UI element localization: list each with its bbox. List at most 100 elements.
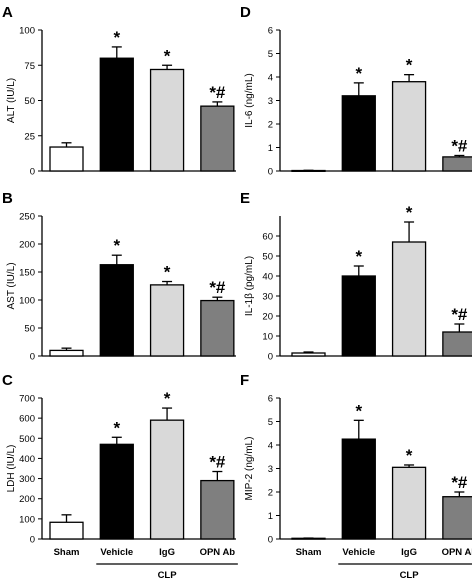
panel-d-ytick-label: 3 [268,96,273,107]
panel-d-ytick-label: 1 [268,143,273,154]
panel-f-significance-vehicle: * [355,401,362,420]
panel-b-significance-igg: * [164,263,171,282]
panel-d-ytick-label: 2 [268,120,273,131]
panel-c-ytick-label: 200 [19,494,35,505]
panel-e-letter: E [240,190,250,207]
panel-f-ytick-label: 1 [268,511,273,522]
panel-c-ytick-label: 700 [19,394,35,405]
panel-f-bar-sham [291,537,326,540]
panel-a-letter: A [2,4,13,21]
panel-b-significance-opn-ab: *# [209,278,226,297]
panel-f-bar-opn-ab [442,496,472,540]
panel-e-bar-vehicle [341,275,376,357]
panel-b-bar-opn-ab [200,299,235,357]
panel-c-ytick-label: 0 [30,535,35,546]
panel-e-ytick-label: 50 [262,252,273,263]
x-category-label: Vehicle [100,547,133,558]
x-category-label: Sham [296,547,322,558]
panel-d-ytick-label: 4 [268,73,273,84]
panel-c-ytick-label: 500 [19,434,35,445]
panel-c-ytick-label: 600 [19,414,35,425]
panel-d-y-label: IL-6 (ng/mL) [244,73,255,127]
x-category-label: OPN Ab [200,547,236,558]
panel-d-ytick-label: 6 [268,26,273,37]
panel-f-ytick-label: 6 [268,394,273,405]
x-category-label: OPN Ab [442,547,472,558]
panel-b-significance-vehicle: * [113,236,120,255]
panel-e-ytick-label: 0 [268,352,273,363]
panel-e-ytick-label: 40 [262,272,273,283]
panel-c-letter: C [2,372,13,389]
panel-e-ytick-label: 30 [262,292,273,303]
panel-e-ytick-label: 20 [262,312,273,323]
panel-c-significance-igg: * [164,389,171,408]
panel-f-ytick-label: 4 [268,441,273,452]
x-category-label: Vehicle [342,547,375,558]
panel-e-significance-vehicle: * [355,247,362,266]
clp-group-label: CLP [400,570,420,581]
panel-f-y-label: MIP-2 (ng/mL) [244,437,255,501]
panel-e-significance-igg: * [406,203,413,222]
panel-f-letter: F [240,372,249,389]
panel-c-ytick-label: 100 [19,514,35,525]
panel-a-significance-vehicle: * [113,28,120,47]
panel-a-ytick-label: 100 [19,26,35,37]
panel-d-significance-opn-ab: *# [451,136,468,155]
panel-c-ytick-label: 300 [19,474,35,485]
panel-b-bar-igg [149,284,185,357]
panel-b-ytick-label: 0 [30,352,35,363]
x-category-label: IgG [401,547,417,558]
panel-f-significance-opn-ab: *# [451,473,468,492]
panel-d-bar-igg [391,81,427,172]
panel-d-significance-igg: * [406,56,413,75]
x-category-label: Sham [54,547,80,558]
panel-b-ytick-label: 100 [19,296,35,307]
panel-d-bar-sham [291,169,326,172]
panel-a-ytick-label: 25 [24,131,35,142]
panel-a-ytick-label: 50 [24,96,35,107]
panel-c-y-label: LDH (IU/L) [6,445,17,493]
panel-f-bar-igg [391,466,427,540]
panel-e-significance-opn-ab: *# [451,305,468,324]
panel-f-ytick-label: 3 [268,464,273,475]
x-category-label: IgG [159,547,175,558]
panel-c-significance-opn-ab: *# [209,453,226,472]
panel-a-y-label: ALT (IU/L) [6,78,17,123]
panel-c-ytick-label: 400 [19,454,35,465]
panel-a-significance-igg: * [164,46,171,65]
panel-e-y-label: IL-1β (pg/mL) [244,256,255,316]
panel-a-bar-opn-ab [200,105,235,172]
panel-c-bar-igg [149,419,185,540]
panel-e-ytick-label: 10 [262,332,273,343]
panel-f-ytick-label: 2 [268,488,273,499]
panel-c-bar-sham [49,521,84,540]
panel-b-ytick-label: 50 [24,324,35,335]
panel-b-ytick-label: 250 [19,212,35,223]
panel-b-bar-vehicle [99,264,134,357]
panel-b-bar-sham [49,349,84,357]
panel-d-letter: D [240,4,251,21]
panel-d-significance-vehicle: * [355,64,362,83]
panel-e-bar-opn-ab [442,331,472,357]
panel-f-bar-vehicle [341,438,376,540]
panel-f-ytick-label: 0 [268,535,273,546]
clp-group-label: CLP [158,570,178,581]
panel-d-bar-opn-ab [442,156,472,172]
panel-a-bar-vehicle [99,57,134,172]
panel-a-ytick-label: 0 [30,167,35,178]
panel-c-bar-opn-ab [200,479,235,540]
panel-c-bar-vehicle [99,443,134,540]
panel-a-significance-opn-ab: *# [209,83,226,102]
panel-b-ytick-label: 150 [19,268,35,279]
panel-e-bar-igg [391,241,427,357]
panel-d-ytick-label: 0 [268,167,273,178]
panel-b-ytick-label: 200 [19,240,35,251]
panel-f-ytick-label: 5 [268,417,273,428]
panel-d-ytick-label: 5 [268,49,273,60]
panel-c-significance-vehicle: * [113,418,120,437]
panel-e-ytick-label: 60 [262,232,273,243]
panel-b-letter: B [2,190,13,207]
panel-f-significance-igg: * [406,446,413,465]
panel-d-bar-vehicle [341,95,376,172]
